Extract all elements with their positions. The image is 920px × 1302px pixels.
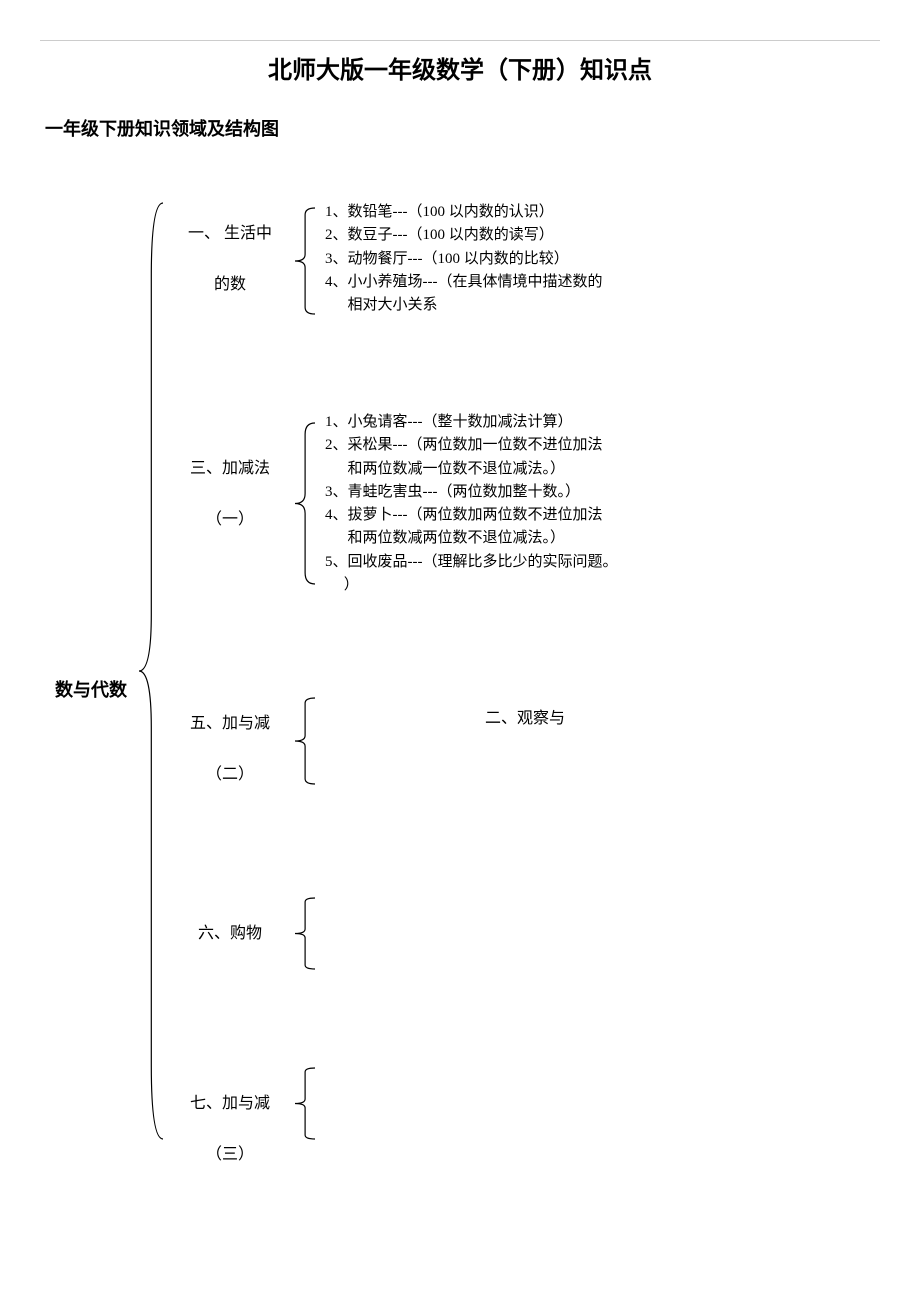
top-divider (40, 40, 880, 41)
tree-diagram: 数与代数 一、 生活中 的数 1、数铅笔---（100 以内数的认识）2、数豆子-… (55, 201, 920, 1201)
list-item: 2、采松果---（两位数加一位数不进位加法 和两位数减一位数不退位减法。） (325, 434, 618, 481)
section-brace (293, 421, 315, 586)
list-item: 3、动物餐厅---（100 以内数的比较） (325, 248, 603, 271)
section-brace (293, 896, 315, 971)
section-label: 七、加与减 （三） (175, 1091, 285, 1168)
section-items: 1、数铅笔---（100 以内数的认识）2、数豆子---（100 以内数的读写）… (325, 201, 603, 317)
extra-label-text: 二、观察与 (485, 710, 565, 727)
section-brace (293, 206, 315, 316)
list-item: 4、小小养殖场---（在具体情境中描述数的 相对大小关系 (325, 271, 603, 318)
list-item: 5、回收废品---（理解比多比少的实际问题。 ） (325, 551, 618, 598)
section-label: 一、 生活中 的数 (175, 221, 285, 298)
page-subtitle: 一年级下册知识领域及结构图 (45, 115, 920, 141)
section-brace (293, 1066, 315, 1141)
section-label: 六、购物 (175, 921, 285, 947)
section-items: 1、小兔请客---（整十数加减法计算）2、采松果---（两位数加一位数不进位加法… (325, 411, 618, 597)
root-brace (137, 201, 163, 1141)
section-label: 五、加与减 （二） (175, 711, 285, 788)
list-item: 3、青蛙吃害虫---（两位数加整十数。） (325, 481, 618, 504)
page-title: 北师大版一年级数学（下册）知识点 (0, 50, 920, 85)
list-item: 1、小兔请客---（整十数加减法计算） (325, 411, 618, 434)
extra-label: 二、观察与 (485, 706, 565, 732)
section-label: 三、加减法 （一） (175, 456, 285, 533)
list-item: 1、数铅笔---（100 以内数的认识） (325, 201, 603, 224)
list-item: 4、拔萝卜---（两位数加两位数不进位加法 和两位数减两位数不退位减法。） (325, 504, 618, 551)
list-item: 2、数豆子---（100 以内数的读写） (325, 224, 603, 247)
section-brace (293, 696, 315, 786)
root-node: 数与代数 (55, 676, 127, 702)
